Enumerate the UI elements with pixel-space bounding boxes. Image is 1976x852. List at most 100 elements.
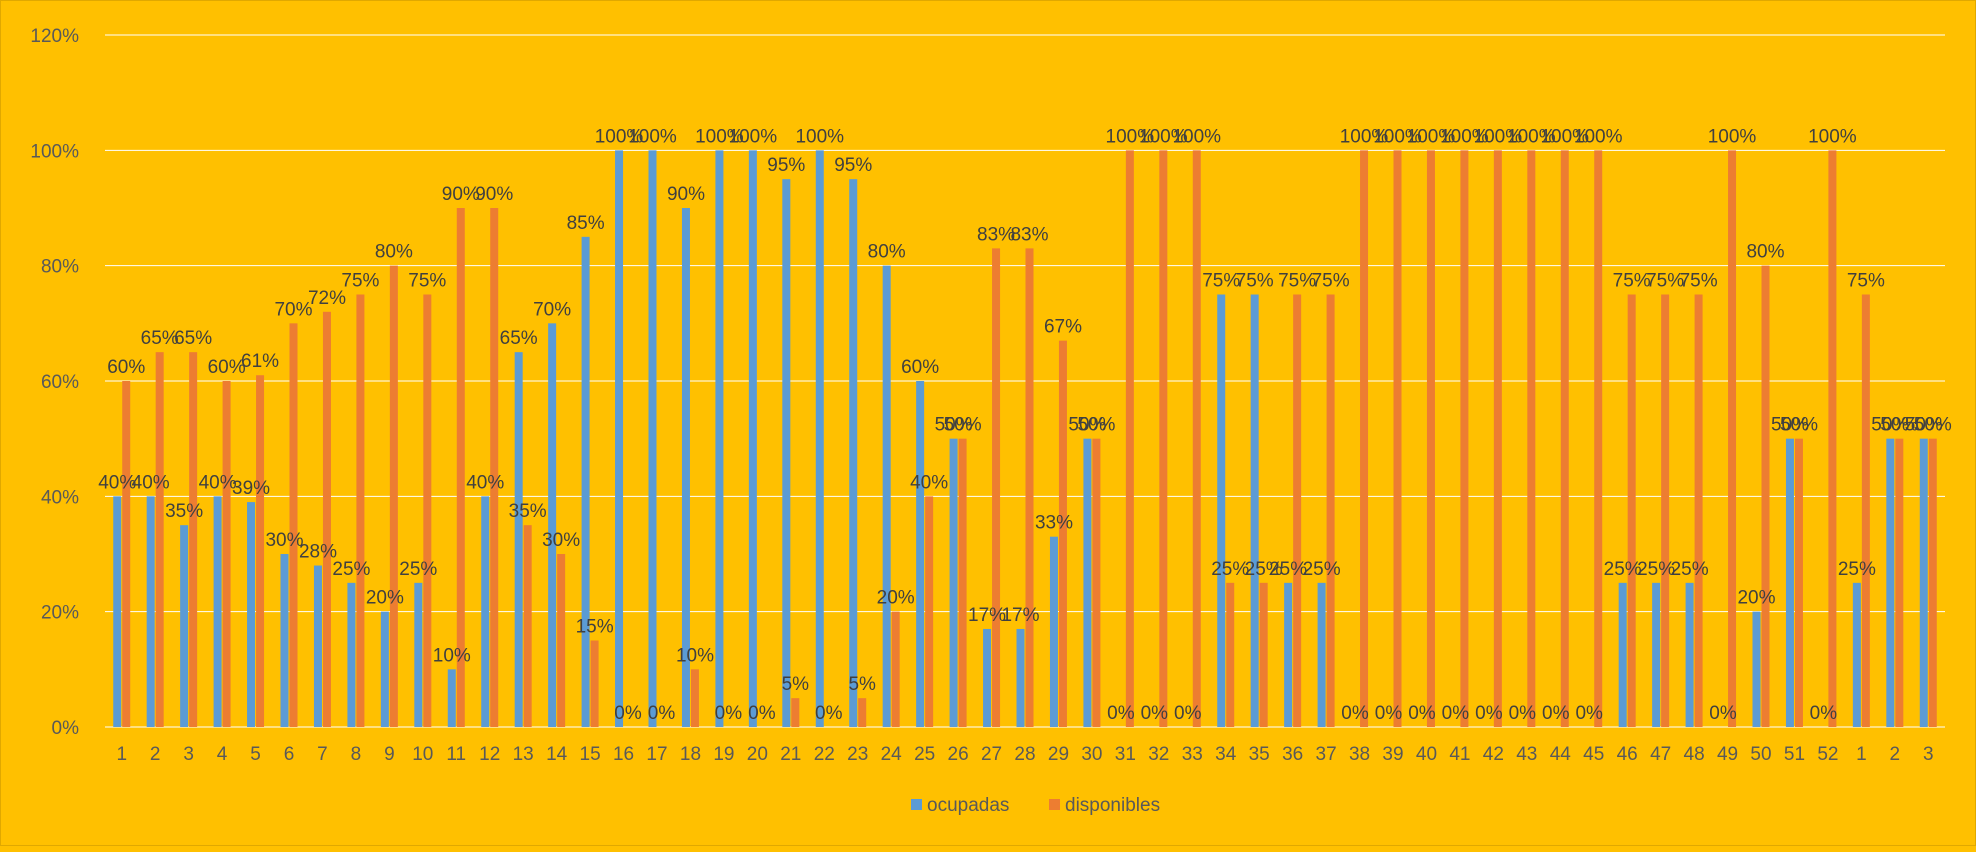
data-label-disponibles: 0%: [748, 703, 776, 724]
data-label-ocupadas: 0%: [1475, 703, 1503, 724]
bar-disponibles: [1460, 150, 1469, 728]
x-tick-label: 33: [1182, 744, 1203, 765]
bar-disponibles: [189, 352, 198, 727]
x-tick-label: 7: [317, 744, 328, 765]
data-label-disponibles: 100%: [1808, 126, 1857, 147]
x-tick-label: 22: [814, 744, 835, 765]
x-tick-label: 49: [1717, 744, 1738, 765]
data-label-disponibles: 100%: [1340, 126, 1389, 147]
x-tick-label: 15: [580, 744, 601, 765]
data-label-disponibles: 0%: [614, 703, 642, 724]
data-label-ocupadas: 50%: [1871, 415, 1909, 436]
bar-disponibles: [289, 323, 298, 727]
bar-disponibles: [1192, 150, 1201, 728]
bar-disponibles: [791, 698, 800, 727]
data-label-disponibles: 65%: [174, 328, 212, 349]
data-label-disponibles: 100%: [1708, 126, 1757, 147]
data-label-ocupadas: 17%: [968, 605, 1006, 626]
data-label-disponibles: 20%: [877, 588, 915, 609]
bar-ocupadas: [313, 565, 322, 727]
data-label-disponibles: 72%: [308, 288, 346, 309]
x-tick-label: 11: [446, 744, 466, 765]
bar-disponibles: [389, 265, 398, 727]
data-label-ocupadas: 95%: [767, 155, 805, 176]
x-tick-label: 6: [284, 744, 295, 765]
x-tick-label: 3: [1923, 744, 1934, 765]
data-label-disponibles: 83%: [1010, 224, 1048, 245]
bar-ocupadas: [1083, 438, 1092, 727]
y-tick-label: 20%: [41, 603, 79, 624]
data-label-ocupadas: 28%: [299, 542, 337, 563]
bar-disponibles: [992, 248, 1001, 727]
bar-ocupadas: [1217, 294, 1226, 727]
data-label-disponibles: 67%: [1044, 317, 1082, 338]
data-label-ocupadas: 0%: [1174, 703, 1202, 724]
data-label-ocupadas: 33%: [1035, 513, 1073, 534]
bar-ocupadas: [113, 496, 122, 727]
bar-ocupadas: [481, 496, 490, 727]
bar-disponibles: [1527, 150, 1536, 728]
x-tick-label: 19: [713, 744, 734, 765]
data-label-disponibles: 25%: [1245, 559, 1283, 580]
x-tick-label: 42: [1483, 744, 1504, 765]
bar-ocupadas: [1016, 628, 1025, 727]
data-label-disponibles: 100%: [1172, 126, 1221, 147]
data-label-disponibles: 80%: [1746, 242, 1784, 263]
data-label-ocupadas: 40%: [466, 472, 504, 493]
x-tick-label: 3: [183, 744, 194, 765]
data-label-ocupadas: 70%: [533, 299, 571, 320]
bar-ocupadas: [1250, 294, 1259, 727]
data-label-ocupadas: 25%: [1604, 559, 1642, 580]
data-label-ocupadas: 0%: [1375, 703, 1403, 724]
bar-disponibles: [1728, 150, 1737, 728]
x-tick-label: 32: [1148, 744, 1169, 765]
data-label-ocupadas: 25%: [1637, 559, 1675, 580]
bar-ocupadas: [447, 669, 456, 727]
data-label-disponibles: 90%: [475, 184, 513, 205]
x-tick-label: 47: [1650, 744, 1671, 765]
data-labels: 40% 60% 40% 65% 35% 65% 40% 60% 39% 61% 30% 70% 28% 7…: [98, 126, 1952, 724]
bar-disponibles: [1092, 438, 1101, 727]
x-tick-label: 18: [680, 744, 701, 765]
data-label-disponibles: 0%: [715, 703, 743, 724]
bar-ocupadas: [280, 554, 289, 727]
x-tick-label: 25: [914, 744, 935, 765]
data-label-disponibles: 75%: [1646, 271, 1684, 292]
data-label-ocupadas: 10%: [433, 645, 471, 666]
data-label-ocupadas: 50%: [1771, 415, 1809, 436]
bar-ocupadas: [347, 582, 356, 727]
x-tick-label: 27: [981, 744, 1002, 765]
x-tick-label: 36: [1282, 744, 1303, 765]
bar-disponibles: [155, 352, 164, 727]
bar-ocupadas: [1752, 611, 1761, 727]
data-label-ocupadas: 0%: [1107, 703, 1135, 724]
bar-ocupadas: [849, 179, 858, 727]
data-label-disponibles: 75%: [1613, 271, 1651, 292]
data-label-ocupadas: 17%: [1001, 605, 1039, 626]
data-label-disponibles: 5%: [782, 674, 810, 695]
data-label-disponibles: 0%: [648, 703, 676, 724]
data-label-ocupadas: 25%: [1303, 559, 1341, 580]
bar-disponibles: [456, 208, 465, 727]
x-tick-label: 29: [1048, 744, 1069, 765]
bar-ocupadas: [983, 628, 992, 727]
x-tick-label: 50: [1750, 744, 1771, 765]
bar-ocupadas: [782, 179, 791, 727]
data-label-ocupadas: 50%: [1068, 415, 1106, 436]
bar-ocupadas: [1886, 438, 1895, 727]
data-label-disponibles: 100%: [1139, 126, 1188, 147]
bar-ocupadas: [949, 438, 958, 727]
bar-ocupadas: [1652, 582, 1661, 727]
data-label-ocupadas: 0%: [1575, 703, 1603, 724]
data-label-ocupadas: 20%: [366, 588, 404, 609]
bar-disponibles: [523, 525, 532, 727]
legend-label-disponibles: disponibles: [1065, 795, 1160, 816]
bar-ocupadas: [414, 582, 423, 727]
data-label-disponibles: 15%: [576, 617, 614, 638]
x-tick-label: 9: [384, 744, 395, 765]
data-label-ocupadas: 0%: [1442, 703, 1470, 724]
x-tick-label: 43: [1516, 744, 1537, 765]
data-label-disponibles: 75%: [1312, 271, 1350, 292]
bar-ocupadas: [1685, 582, 1694, 727]
